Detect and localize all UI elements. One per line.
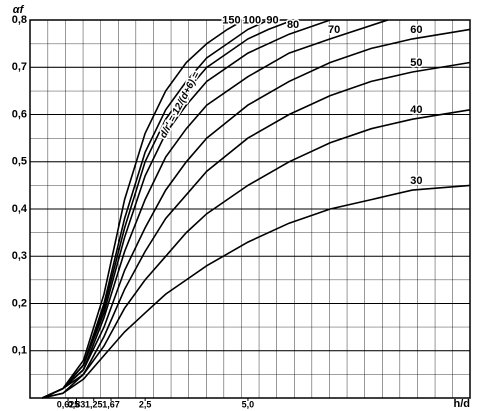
curve-label: 60 [410,24,422,36]
x-tick-label: 2,5 [139,399,152,409]
x-tick-label: 1,67 [102,399,120,409]
x-tick-label: 0,625 [57,399,80,409]
curve [41,19,245,399]
y-tick-label: 0,7 [12,61,27,73]
curve-label: 70 [328,24,340,36]
curve [41,19,331,399]
y-tick-label: 0,1 [12,345,27,357]
y-tick-label: 0,6 [12,108,27,120]
curve [41,28,471,399]
y-tick-label: 0,3 [12,250,27,262]
curve-label: 150 [222,14,240,26]
y-tick-label: 0,4 [12,203,28,215]
curve-label: 80 [287,19,299,31]
x-axis-label: h/d [454,398,471,410]
curve [42,109,471,399]
x-tick-label: 0,83 [68,399,86,409]
curve-label: 90 [266,14,278,26]
curve [42,184,471,399]
x-tick-label: 5,0 [242,399,255,409]
x-tick-label: 1,25 [85,399,103,409]
y-tick-label: 0,5 [12,156,27,168]
curve-label: 30 [410,175,422,187]
y-tick-label: 0,2 [12,297,27,309]
curve-label: 40 [410,104,422,116]
y-tick-label: 0,8 [12,14,27,26]
curve-label: 50 [410,57,422,69]
curve [41,61,471,399]
y-axis-label: αf [13,4,25,16]
curve-label: 100 [243,14,261,26]
